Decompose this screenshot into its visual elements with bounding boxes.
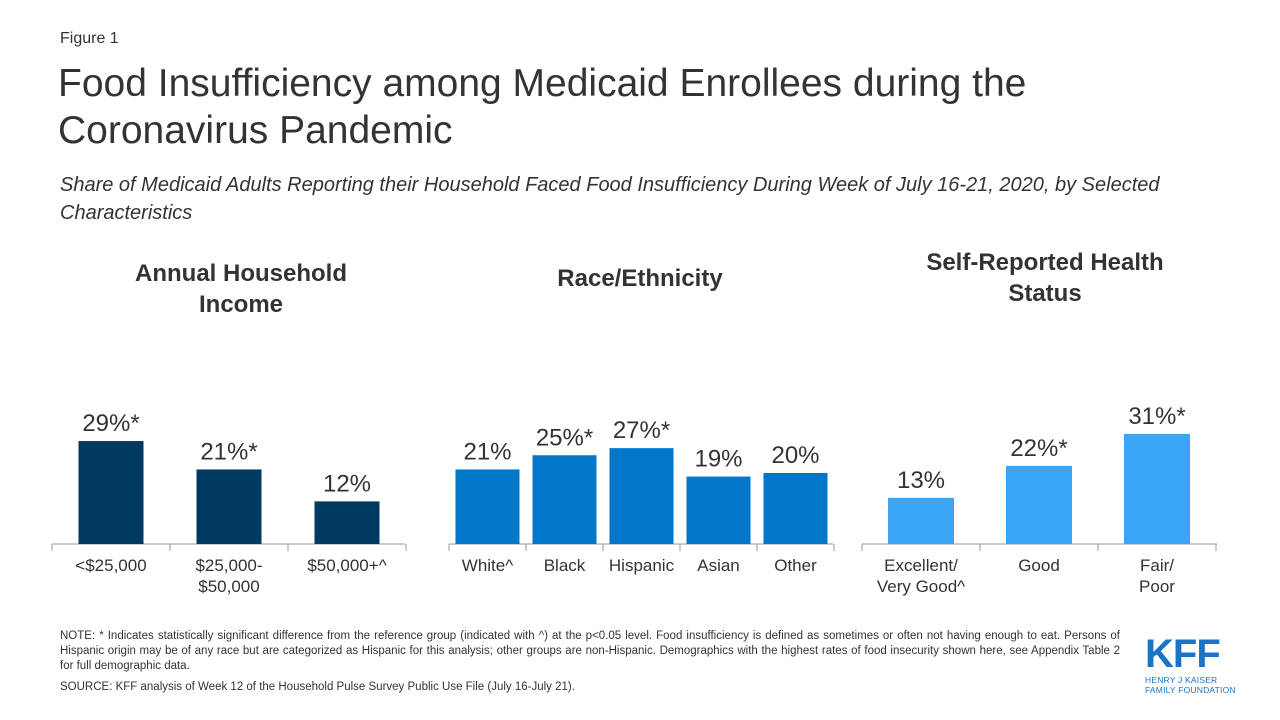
chart-3-bar xyxy=(1124,433,1190,544)
chart-2-tick-label: Other xyxy=(774,556,817,575)
chart-3-data-label: 13% xyxy=(897,467,945,494)
chart-3-tick-label: Good xyxy=(1018,556,1060,575)
chart-1-tick-label: $25,000- xyxy=(195,556,262,575)
page-title: Food Insufficiency among Medicaid Enroll… xyxy=(58,62,1027,152)
footnote: NOTE: * Indicates statistically signific… xyxy=(60,630,1120,672)
logo-line-1: HENRY J KAISER xyxy=(1145,675,1218,685)
chart-1-tick-label: <$25,000 xyxy=(75,556,146,575)
page-subtitle: Share of Medicaid Adults Reporting their… xyxy=(60,174,1160,224)
chart-1-data-label: 29%* xyxy=(82,410,139,437)
chart-3-bar xyxy=(1006,465,1072,544)
chart-2-bar xyxy=(686,476,751,544)
chart-2-bar xyxy=(455,469,520,544)
chart-3-tick-label: Very Good^ xyxy=(877,577,965,596)
chart-3-tick-label: Excellent/ xyxy=(884,556,958,575)
logo-line-2: FAMILY FOUNDATION xyxy=(1145,685,1236,695)
chart-1-bar xyxy=(314,501,380,544)
chart-2-data-label: 25%* xyxy=(536,424,593,451)
chart-3-tick-label: Fair/ xyxy=(1140,556,1174,575)
chart-2-data-label: 20% xyxy=(771,442,819,469)
chart-2-tick-label: Black xyxy=(544,556,586,575)
logo-wordmark: KFF xyxy=(1145,632,1221,676)
race-panel-title: Race/Ethnicity xyxy=(557,265,723,292)
chart-1-tick-label: $50,000+^ xyxy=(307,556,386,575)
chart-area: 29%* <$25,000 21%* $25,000- $50,000 12% $50,00… xyxy=(51,403,1217,596)
chart-2-data-label: 27%* xyxy=(613,417,670,444)
income-panel-title: Annual Household Income xyxy=(135,260,347,318)
chart-2-tick-label: Hispanic xyxy=(609,556,675,575)
chart-2-data-label: 19% xyxy=(694,446,742,473)
chart-3-tick-label: Poor xyxy=(1139,577,1175,596)
chart-3-bar xyxy=(888,497,954,544)
chart-2-bar xyxy=(609,448,674,544)
chart-2-bar xyxy=(763,473,828,544)
chart-2-tick-label: Asian xyxy=(697,556,740,575)
chart-3-data-label: 22%* xyxy=(1010,435,1067,462)
chart-1-data-label: 21%* xyxy=(200,438,257,465)
chart-2-data-label: 21% xyxy=(463,438,511,465)
chart-2-tick-label: White^ xyxy=(462,556,513,575)
health-panel-title: Self-Reported Health Status xyxy=(926,249,1164,307)
kff-logo: KFF HENRY J KAISER FAMILY FOUNDATION xyxy=(1145,633,1237,701)
chart-2-bar xyxy=(532,455,597,544)
figure-label: Figure 1 xyxy=(60,30,119,47)
chart-3-data-label: 31%* xyxy=(1128,403,1185,430)
chart-1-bar xyxy=(196,469,262,544)
source-note: SOURCE: KFF analysis of Week 12 of the H… xyxy=(60,681,575,693)
chart-1-tick-label: $50,000 xyxy=(198,577,259,596)
chart-1-data-label: 12% xyxy=(323,470,371,497)
chart-1-bar xyxy=(78,441,144,544)
